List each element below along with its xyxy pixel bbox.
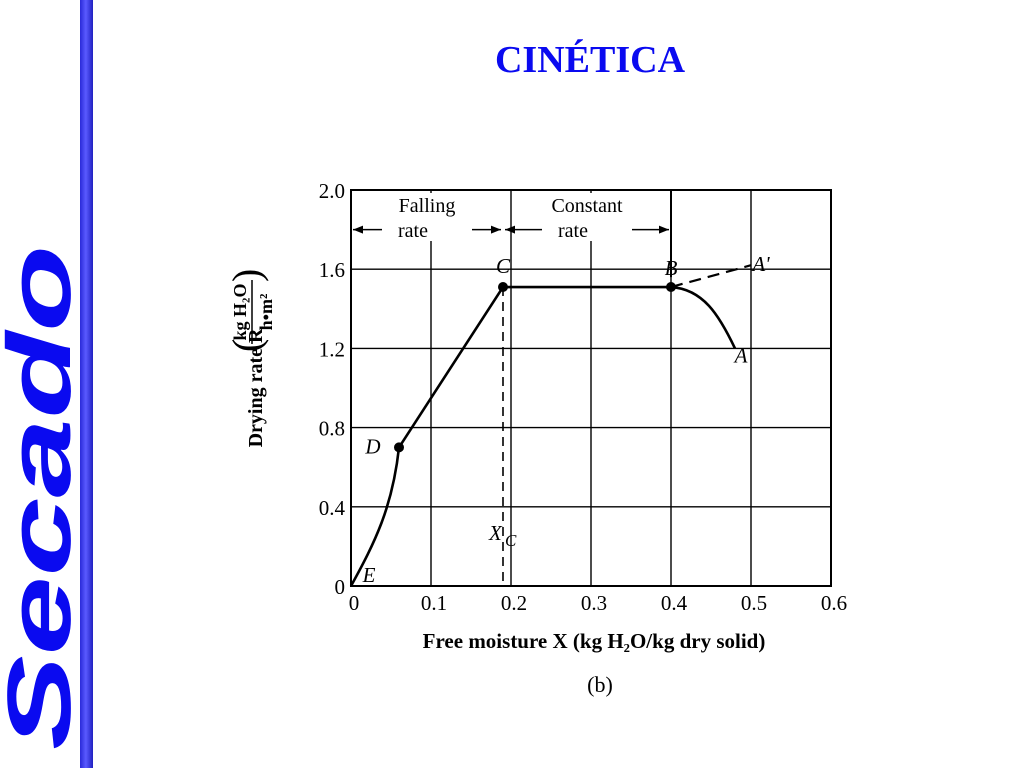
y-units-denominator: h•m² bbox=[256, 294, 276, 331]
data-point bbox=[498, 282, 508, 293]
y-tick-label: 0.8 bbox=[319, 417, 345, 441]
x-tick-label: 0 bbox=[349, 591, 360, 615]
point-label: B bbox=[665, 256, 678, 280]
region-label-bg bbox=[542, 193, 632, 241]
point-label: A' bbox=[750, 252, 770, 276]
series-line bbox=[397, 285, 671, 449]
figure-caption: (b) bbox=[587, 672, 613, 697]
region-label: Constant bbox=[551, 195, 623, 217]
region-arrowhead-left bbox=[505, 225, 515, 234]
region-label-bg bbox=[382, 193, 472, 241]
point-label: D bbox=[364, 434, 380, 458]
x-tick-label: 0.6 bbox=[821, 591, 847, 615]
series-line bbox=[349, 447, 401, 587]
region-arrowhead-right bbox=[659, 225, 669, 234]
sidebar-title-text: Secado bbox=[0, 245, 80, 750]
point-label: E bbox=[362, 563, 376, 587]
region-arrowhead-left bbox=[353, 225, 363, 234]
x-tick-label: 0.3 bbox=[581, 591, 607, 615]
y-axis-units: (kg H₂O h•m²) bbox=[224, 269, 276, 352]
region-arrowhead-right bbox=[491, 225, 501, 234]
y-tick-label: 2.0 bbox=[319, 179, 345, 203]
critical-moisture-subscript: C bbox=[505, 531, 517, 550]
sidebar-accent-bar bbox=[80, 0, 93, 768]
point-label: A bbox=[733, 343, 748, 367]
x-tick-label: 0.4 bbox=[661, 591, 688, 615]
region-label: Falling bbox=[399, 195, 456, 217]
data-point bbox=[394, 442, 404, 453]
point-label: C bbox=[496, 254, 511, 278]
plot-frame bbox=[350, 189, 832, 587]
x-axis-label: Free moisture X (kg H₂O/kg dry solid) bbox=[423, 629, 766, 653]
region-label: rate bbox=[558, 220, 588, 242]
sidebar-title: Secado bbox=[0, 0, 80, 768]
dashed-series-line bbox=[670, 264, 752, 289]
y-tick-label: 1.2 bbox=[319, 337, 345, 361]
data-point bbox=[666, 282, 676, 293]
y-units-paren-close: ) bbox=[224, 269, 269, 282]
y-axis-label: Drying rate R bbox=[245, 328, 267, 447]
x-tick-label: 0.2 bbox=[501, 591, 527, 615]
y-tick-label: 1.6 bbox=[319, 258, 345, 282]
y-units-numerator: kg H₂O bbox=[230, 284, 250, 341]
critical-moisture-label: X bbox=[488, 521, 503, 545]
region-label: rate bbox=[398, 220, 428, 242]
x-tick-label: 0.1 bbox=[421, 591, 447, 615]
series-line bbox=[670, 285, 737, 349]
x-tick-label: 0.5 bbox=[741, 591, 767, 615]
y-units-paren-open: ( bbox=[224, 339, 269, 352]
y-tick-label: 0 bbox=[335, 575, 346, 599]
y-tick-label: 0.4 bbox=[319, 496, 346, 520]
slide-title: CINÉTICA bbox=[494, 39, 686, 81]
